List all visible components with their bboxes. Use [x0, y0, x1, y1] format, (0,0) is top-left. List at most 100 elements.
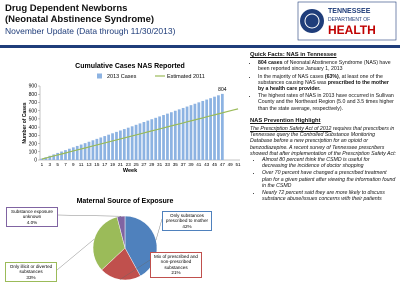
- leader-line: [56, 238, 95, 271]
- bar: [213, 96, 216, 160]
- title: Drug Dependent Newborns (Neonatal Abstine…: [5, 3, 154, 25]
- bar: [193, 103, 197, 160]
- x-axis-label: Week: [123, 168, 138, 174]
- bar: [197, 102, 201, 160]
- pie-slice: [124, 215, 158, 277]
- logo-text: DEPARTMENT OF: [328, 17, 370, 23]
- logo-emblem: [300, 9, 324, 33]
- slice-value: 4.0%: [26, 219, 38, 225]
- bar: [91, 140, 95, 160]
- bar: [154, 117, 158, 160]
- x-tick-label: 9: [72, 162, 75, 167]
- chart-title: Maternal Source of Exposure: [77, 198, 174, 205]
- legend-label: 2013 Cases: [107, 74, 137, 80]
- bar: [166, 113, 169, 160]
- slice-label: Mix of prescribed and non-prescribed sub…: [150, 252, 202, 278]
- slice-name: Only substances prescribed to mother: [165, 213, 209, 224]
- survey-item: Over 70 percent have changed a prescribe…: [262, 170, 396, 189]
- slice-label: Substance exposure unknown 4.0%: [6, 207, 58, 228]
- survey-item: Nearly 72 percent said they are more lik…: [262, 190, 396, 202]
- x-tick-label: 51: [235, 162, 241, 167]
- x-tick-label: 19: [110, 162, 116, 167]
- bar: [189, 105, 193, 160]
- y-tick-label: 400: [29, 125, 38, 131]
- y-tick-label: 800: [29, 92, 38, 98]
- slice-value: 21%: [171, 270, 181, 276]
- slice-value: 42%: [182, 223, 192, 229]
- bar: [201, 100, 205, 160]
- leader-line: [119, 259, 151, 280]
- line: [41, 108, 239, 160]
- x-tick-label: 3: [49, 162, 52, 167]
- logo-text: TENNESSEE: [328, 8, 371, 15]
- y-tick-label: 900: [29, 84, 38, 90]
- text: of Neonatal Abstinence Syndrome (NAS) ha…: [258, 60, 391, 73]
- y-tick-label: 700: [29, 100, 38, 106]
- x-tick-label: 39: [188, 162, 194, 167]
- bar: [162, 115, 165, 160]
- slice-name: Mix of prescribed and non-prescribed sub…: [154, 254, 198, 270]
- bar: [75, 145, 79, 160]
- x-tick-label: 5: [56, 162, 59, 167]
- pie-slice: [92, 216, 126, 271]
- x-tick-label: 21: [118, 162, 124, 167]
- x-tick-label: 13: [86, 162, 92, 167]
- bar: [52, 154, 56, 160]
- bar: [146, 120, 150, 160]
- text: , at least one of the substances causing…: [258, 73, 383, 86]
- paragraph: The Prescription Safety Act of 2012 requ…: [250, 126, 396, 157]
- emph: 804 cases: [258, 60, 283, 67]
- header-rule: [0, 45, 400, 48]
- bar: [170, 112, 173, 160]
- bar: [115, 131, 118, 160]
- bar: [95, 138, 99, 160]
- slice-label: Only substances prescribed to mother 42%: [162, 211, 212, 232]
- x-tick-label: 11: [79, 162, 84, 167]
- y-tick-label: 300: [29, 133, 38, 139]
- y-tick-label: 100: [29, 149, 38, 155]
- x-tick-label: 49: [228, 162, 234, 167]
- x-tick-label: 31: [157, 162, 163, 167]
- x-tick-label: 45: [212, 162, 218, 167]
- bar: [130, 126, 134, 160]
- fact: In the majority of NAS cases (63%), at l…: [258, 74, 396, 93]
- bar: [68, 148, 71, 160]
- bar: [220, 93, 224, 160]
- fact: 804 cases of Neonatal Abstinence Syndrom…: [258, 60, 396, 72]
- leader-line: [57, 214, 121, 217]
- slice-name: Substance exposure unknown: [11, 209, 53, 220]
- bar: [107, 134, 110, 160]
- logo-text: HEALTH: [328, 23, 376, 37]
- bar: [87, 141, 91, 160]
- x-tick-label: 47: [220, 162, 226, 167]
- bar: [119, 130, 122, 160]
- x-tick-label: 33: [165, 162, 171, 167]
- y-tick-label: 600: [29, 108, 38, 114]
- bar: [103, 136, 107, 160]
- x-tick-label: 15: [94, 162, 100, 167]
- bar: [56, 152, 60, 160]
- sidebar: Quick Facts: NAS in Tennessee 804 cases …: [250, 52, 396, 203]
- bar: [122, 129, 126, 160]
- x-tick-label: 1: [41, 162, 44, 167]
- bar: [205, 99, 209, 160]
- act-name: The Prescription Safety Act of 2012: [250, 126, 332, 133]
- bar: [142, 122, 146, 160]
- pie-slice: [116, 215, 126, 249]
- leader-line: [155, 218, 163, 241]
- bar: [40, 158, 44, 160]
- survey-item: Almost 80 percent think the CSMD is usef…: [262, 157, 396, 169]
- bar: [64, 150, 67, 160]
- x-tick-label: 43: [204, 162, 210, 167]
- title-line: Drug Dependent Newborns: [5, 3, 128, 14]
- legend-swatch: [97, 73, 102, 79]
- x-tick-label: 27: [141, 162, 147, 167]
- bar: [181, 107, 185, 160]
- fact: The highest rates of NAS in 2013 have oc…: [258, 93, 396, 112]
- text: The highest rates of NAS in 2013 have oc…: [258, 93, 394, 112]
- y-axis-label: Number of Cases: [22, 102, 28, 143]
- survey-list: Almost 80 percent think the CSMD is usef…: [250, 157, 396, 202]
- bar: [79, 144, 83, 160]
